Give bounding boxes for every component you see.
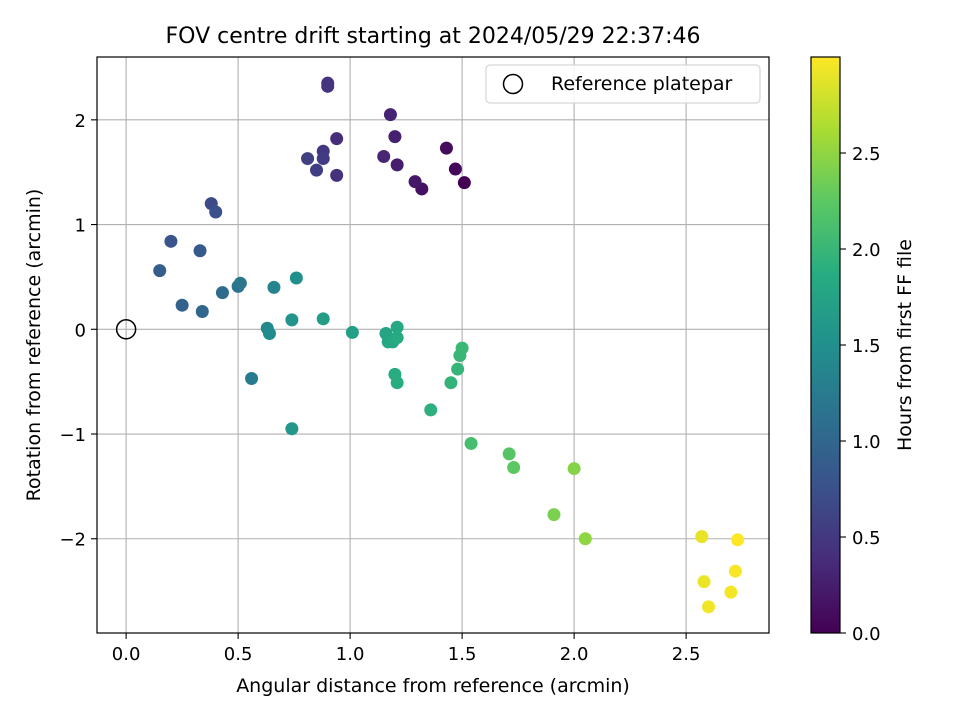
data-point bbox=[448, 162, 462, 176]
data-point bbox=[330, 168, 344, 182]
y-tick-label: 0 bbox=[75, 320, 86, 341]
data-point bbox=[209, 205, 223, 219]
grid bbox=[97, 57, 769, 633]
data-point bbox=[390, 331, 404, 345]
x-tick-label: 2.5 bbox=[672, 644, 701, 665]
data-point bbox=[424, 403, 438, 417]
data-point bbox=[731, 533, 745, 547]
data-point bbox=[464, 436, 478, 450]
data-point bbox=[451, 362, 465, 376]
data-point bbox=[215, 286, 229, 300]
data-point bbox=[153, 264, 167, 278]
legend-box bbox=[485, 64, 761, 104]
data-point bbox=[697, 575, 711, 589]
data-point bbox=[444, 376, 458, 390]
data-point bbox=[567, 462, 581, 476]
x-tick-label: 0.0 bbox=[112, 644, 141, 665]
x-tick-label: 2.0 bbox=[560, 644, 589, 665]
reference-layer bbox=[115, 319, 137, 340]
colorbar-label: Hours from first FF file bbox=[894, 239, 916, 451]
data-point bbox=[321, 79, 335, 93]
data-point bbox=[195, 304, 209, 318]
colorbar: 0.0 0.5 1.0 1.5 2.0 2.5 Hours from first FF f… bbox=[810, 56, 916, 645]
data-point bbox=[316, 152, 330, 166]
colorbar-tick-label: 0.0 bbox=[852, 624, 881, 645]
data-point bbox=[164, 234, 178, 248]
data-point bbox=[502, 447, 516, 461]
y-tick-label: −2 bbox=[59, 530, 86, 551]
data-point bbox=[439, 141, 453, 155]
legend: Reference platepar bbox=[485, 64, 761, 104]
colorbar-ticks: 0.0 0.5 1.0 1.5 2.0 2.5 bbox=[840, 144, 881, 645]
legend-marker-reference bbox=[502, 73, 524, 95]
legend-label-reference: Reference platepar bbox=[551, 73, 733, 95]
data-point bbox=[316, 312, 330, 326]
colorbar-tick-label: 1.5 bbox=[852, 336, 881, 357]
y-tick-label: 2 bbox=[75, 111, 86, 132]
colorbar-gradient bbox=[810, 56, 841, 634]
data-point bbox=[578, 532, 592, 546]
y-tick-label: −1 bbox=[59, 425, 86, 446]
data-point bbox=[310, 163, 324, 177]
colorbar-tick-label: 2.5 bbox=[852, 144, 881, 165]
x-tick-label: 1.0 bbox=[336, 644, 365, 665]
x-tick-label: 1.5 bbox=[448, 644, 477, 665]
y-axis-label: Rotation from reference (arcmin) bbox=[23, 189, 45, 502]
data-point bbox=[233, 276, 247, 290]
data-point bbox=[301, 152, 315, 166]
data-point bbox=[285, 422, 299, 436]
y-tick-label: 1 bbox=[75, 216, 86, 237]
axis-ticks: 0.0 0.5 1.0 1.5 2.0 2.5 −2 −1 0 1 2 bbox=[59, 111, 700, 665]
data-point bbox=[377, 149, 391, 163]
data-point bbox=[507, 461, 521, 475]
data-point bbox=[455, 341, 469, 355]
data-point bbox=[390, 376, 404, 390]
data-point bbox=[285, 313, 299, 327]
data-point bbox=[390, 158, 404, 172]
data-point bbox=[390, 320, 404, 334]
colorbar-tick-label: 2.0 bbox=[852, 240, 881, 261]
plot-frame bbox=[96, 56, 770, 634]
data-point bbox=[728, 564, 742, 578]
data-point bbox=[547, 508, 561, 522]
scatter-points bbox=[153, 76, 745, 614]
data-point bbox=[193, 244, 207, 258]
data-point bbox=[289, 271, 303, 285]
x-tick-label: 0.5 bbox=[224, 644, 253, 665]
data-point bbox=[345, 325, 359, 339]
data-point bbox=[383, 108, 397, 122]
data-point bbox=[245, 372, 259, 386]
data-point bbox=[457, 176, 471, 190]
data-point bbox=[267, 280, 281, 294]
colorbar-tick-label: 1.0 bbox=[852, 432, 881, 453]
data-point bbox=[175, 298, 189, 312]
data-point bbox=[724, 585, 738, 599]
data-point bbox=[695, 530, 709, 544]
data-point bbox=[330, 132, 344, 146]
data-point bbox=[702, 600, 716, 614]
reference-platepar-marker bbox=[115, 319, 137, 340]
colorbar-tick-label: 0.5 bbox=[852, 528, 881, 549]
data-point bbox=[388, 130, 402, 144]
x-axis-label: Angular distance from reference (arcmin) bbox=[236, 675, 630, 697]
chart-title: FOV centre drift starting at 2024/05/29 … bbox=[166, 24, 701, 49]
data-point bbox=[262, 326, 276, 340]
data-point bbox=[408, 175, 422, 189]
